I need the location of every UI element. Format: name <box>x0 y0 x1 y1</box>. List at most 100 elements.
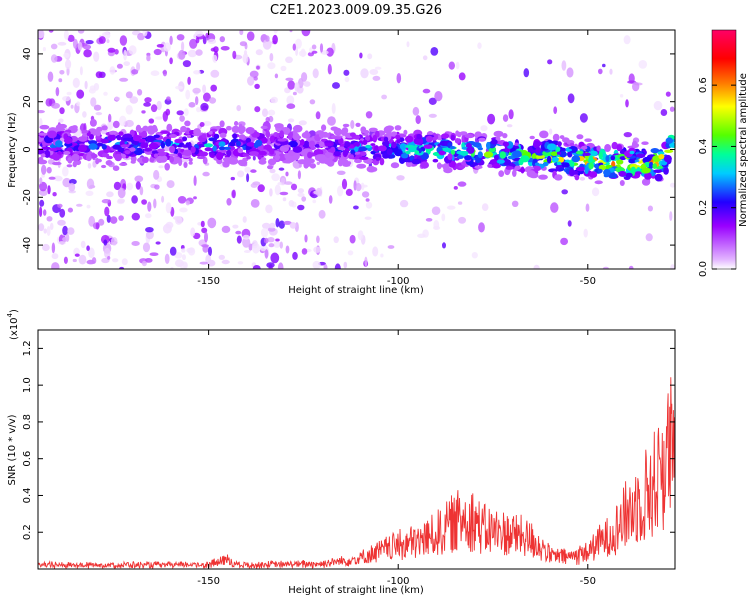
noise-blob <box>86 245 90 251</box>
noise-blob <box>625 99 629 108</box>
noise-blob <box>161 195 165 203</box>
noise-blob <box>331 103 336 114</box>
noise-blob <box>153 48 162 56</box>
ridge-blob <box>420 161 429 169</box>
noise-blob <box>250 169 257 173</box>
ridge-blob <box>324 142 333 147</box>
noise-blob <box>246 31 255 41</box>
noise-blob <box>210 69 220 78</box>
noise-blob <box>343 261 348 269</box>
noise-blob <box>59 107 65 115</box>
noise-blob <box>181 41 185 52</box>
noise-blob <box>560 237 568 246</box>
ridge-blob <box>450 149 456 155</box>
ridge-blob <box>487 163 493 168</box>
ridge-blob <box>88 143 98 150</box>
ridge-blob <box>143 147 153 152</box>
ridge-blob <box>288 149 295 157</box>
ridge-blob <box>598 164 607 171</box>
noise-blob <box>283 220 292 225</box>
noise-blob <box>665 91 671 97</box>
ridge-blob <box>625 172 633 178</box>
noise-blob <box>106 191 114 198</box>
ridge-blob <box>71 153 80 162</box>
noise-blob <box>98 36 106 44</box>
ridge-blob <box>571 155 581 163</box>
noise-blob <box>80 240 86 249</box>
ridge-blob <box>395 134 401 140</box>
ridge-blob <box>413 137 424 145</box>
ridge-blob <box>165 138 172 147</box>
noise-blob <box>195 37 200 44</box>
ridge-blob <box>129 147 136 152</box>
noise-blob <box>153 169 160 180</box>
ridge-blob <box>496 159 505 164</box>
noise-blob <box>95 222 100 230</box>
noise-blob <box>262 108 268 117</box>
ridge-blob <box>267 165 274 170</box>
ridge-blob <box>209 128 218 132</box>
noise-blob <box>336 170 346 175</box>
ridge-blob <box>52 153 61 161</box>
ridge-blob <box>630 166 636 174</box>
noise-blob <box>481 203 489 212</box>
noise-blob <box>156 100 162 111</box>
ridge-blob <box>358 146 368 152</box>
noise-blob <box>218 254 225 260</box>
noise-blob <box>598 68 603 75</box>
noise-blob <box>208 97 217 104</box>
noise-blob <box>62 225 68 236</box>
ridge-blob <box>401 153 409 159</box>
noise-blob <box>670 264 675 269</box>
ridge-blob <box>325 152 331 159</box>
ridge-blob <box>405 144 415 149</box>
noise-blob <box>58 78 63 83</box>
noise-blob <box>51 253 59 260</box>
noise-blob <box>63 30 69 40</box>
noise-blob <box>446 205 456 210</box>
ridge-blob <box>385 125 395 132</box>
ridge-blob <box>520 166 525 174</box>
ridge-blob <box>41 146 51 150</box>
noise-blob <box>202 171 210 177</box>
x-tick-label: -150 <box>197 276 220 287</box>
x-tick-label: -150 <box>197 576 220 587</box>
ridge-blob <box>520 155 530 163</box>
ridge-blob <box>292 128 298 137</box>
noise-blob <box>165 221 174 229</box>
noise-blob <box>406 41 410 48</box>
ridge-blob <box>82 129 89 134</box>
ridge-blob <box>236 140 241 147</box>
ridge-blob <box>569 142 575 147</box>
ridge-blob <box>246 156 251 160</box>
snr-panel: -150 -100 -50 0.2 0.4 0.6 0.8 1.0 1.2 Height of … <box>6 309 676 596</box>
ridge-blob <box>456 131 462 138</box>
noise-blob <box>428 97 437 106</box>
noise-blob <box>78 254 87 265</box>
noise-blob <box>239 30 244 36</box>
noise-blob <box>381 94 387 100</box>
noise-blob <box>87 162 92 169</box>
noise-blob <box>289 222 297 229</box>
ridge-blob <box>89 119 97 127</box>
ridge-blob <box>180 125 187 133</box>
ridge-blob <box>182 136 188 142</box>
ridge-blob <box>57 123 67 129</box>
ridge-blob <box>644 172 652 180</box>
ridge-blob <box>558 147 567 152</box>
ridge-blob <box>565 148 573 152</box>
noise-blob <box>430 47 439 56</box>
noise-blob <box>137 89 143 96</box>
noise-blob <box>141 260 147 267</box>
noise-blob <box>57 41 67 46</box>
noise-blob <box>119 266 125 269</box>
noise-blob <box>332 82 340 89</box>
spectrogram-ylabel: Frequency (Hz) <box>7 112 18 188</box>
noise-blob <box>271 173 280 182</box>
ridge-blob <box>303 161 309 169</box>
ridge-blob <box>354 146 359 153</box>
noise-blob <box>275 238 280 242</box>
ridge-blob <box>39 124 50 130</box>
ridge-blob <box>95 142 104 147</box>
ridge-blob <box>441 133 450 139</box>
